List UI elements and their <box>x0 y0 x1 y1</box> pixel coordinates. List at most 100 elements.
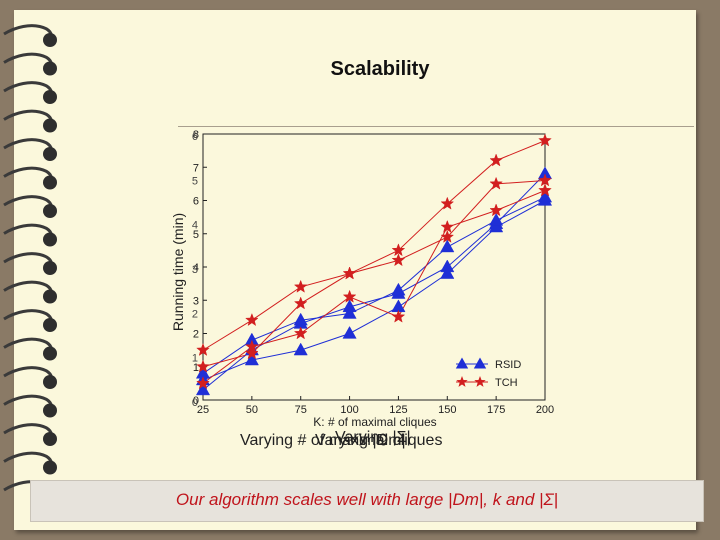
spiral-hole <box>43 346 57 361</box>
triangle-marker <box>244 352 259 366</box>
triangle-marker <box>391 282 406 296</box>
spiral-hole <box>43 289 57 304</box>
y-overlay-tick-label: 5 <box>192 175 198 187</box>
caption-dm: Varying |Dm| <box>315 432 406 449</box>
x-tick-label: 75 <box>295 404 307 416</box>
x-tick-label: 50 <box>246 404 258 416</box>
spiral-hole <box>43 33 57 47</box>
x-tick-label: 200 <box>536 404 554 416</box>
star-marker <box>245 312 259 327</box>
legend-star <box>474 376 486 387</box>
legend-star <box>456 376 468 387</box>
chart-markers <box>195 133 553 396</box>
spiral-hole <box>43 318 57 332</box>
chart-caption: Varying # of maximal cliques Varying |Dm… <box>240 429 443 450</box>
triangle-marker <box>440 266 455 279</box>
spiral-hole <box>43 61 57 76</box>
legend-label: TCH <box>495 377 518 389</box>
star-marker <box>440 229 455 243</box>
star-marker <box>196 376 210 390</box>
triangle-marker <box>195 382 211 396</box>
triangle-marker <box>440 239 455 253</box>
y-overlay-tick-label: 6 <box>192 131 198 143</box>
spiral-hole <box>43 261 57 275</box>
spiral-hole <box>43 90 57 104</box>
triangle-marker <box>293 312 308 326</box>
star-marker <box>245 346 259 360</box>
y-tick-label: 8 <box>193 129 199 141</box>
star-marker <box>489 153 503 167</box>
spiral-hole <box>43 403 57 418</box>
y-tick-label: 0 <box>193 395 199 407</box>
triangle-marker <box>293 342 308 356</box>
x-tick-label: 25 <box>197 404 209 416</box>
legend-triangle <box>455 357 469 369</box>
spiral-hole <box>43 147 57 161</box>
spiral-hole <box>43 460 57 475</box>
triangle-marker <box>489 212 504 226</box>
spiral-hole <box>43 118 57 133</box>
star-marker <box>293 326 308 340</box>
triangle-marker <box>342 306 357 319</box>
caption-sigma: Varying |Σ| <box>335 429 411 446</box>
y-tick-label: 6 <box>193 196 199 208</box>
y-overlay-tick-label: 3 <box>192 264 198 276</box>
triangle-marker <box>537 189 553 203</box>
star-marker <box>293 279 308 293</box>
star-marker <box>196 359 210 373</box>
y-tick-label: 3 <box>193 295 199 307</box>
star-marker <box>391 309 406 323</box>
y-overlay-tick-label: 1 <box>192 353 198 365</box>
star-marker <box>196 342 210 356</box>
star-marker <box>342 289 357 303</box>
spiral-hole <box>43 432 57 446</box>
y-tick-label: 4 <box>193 262 199 274</box>
triangle-marker <box>342 325 357 339</box>
triangle-marker <box>489 219 504 233</box>
star-marker <box>538 183 552 197</box>
spiral-hole <box>43 175 57 190</box>
x-tick-label: 125 <box>389 404 407 416</box>
series-line <box>202 200 546 381</box>
slide-title: Scalability <box>330 58 430 80</box>
star-marker <box>538 173 552 187</box>
y-tick-label: 2 <box>193 329 199 341</box>
star-marker <box>440 196 455 210</box>
footer-banner: Our algorithm scales well with large |Dm… <box>30 480 704 522</box>
spiral-hole <box>43 204 57 218</box>
spiral-hole <box>43 375 57 389</box>
series-line <box>202 180 546 368</box>
legend-triangle <box>473 357 487 369</box>
footer-text: Our algorithm scales well with large |Dm… <box>175 490 559 509</box>
y-axis-label: Running time (min) <box>170 213 186 331</box>
slide <box>14 10 696 530</box>
spiral-hole <box>43 232 57 247</box>
caption-cliques: Varying # of maximal cliques <box>240 432 443 449</box>
y-overlay-tick-label: 0 <box>192 397 198 409</box>
star-marker <box>342 266 357 280</box>
x-tick-label: 175 <box>487 404 505 416</box>
x-tick-label: 100 <box>340 404 358 416</box>
series-line <box>202 140 546 351</box>
title-divider <box>178 126 694 127</box>
star-marker <box>489 203 503 217</box>
y-overlay-tick-label: 4 <box>192 220 198 232</box>
star-marker <box>440 219 455 233</box>
y-overlay-tick-label: 2 <box>192 308 198 320</box>
y-tick-label: 7 <box>193 162 199 174</box>
y-tick-label: 1 <box>193 362 199 374</box>
series-line <box>202 196 546 374</box>
chart-series-lines <box>202 140 546 391</box>
chart-legend: RSID TCH <box>455 357 521 389</box>
star-marker <box>293 296 308 310</box>
star-marker <box>391 253 406 267</box>
star-marker <box>538 133 552 147</box>
star-marker <box>391 243 406 257</box>
y-tick-label: 5 <box>193 229 199 241</box>
x-axis-label: K: # of maximal cliques <box>313 415 436 429</box>
legend-label: RSID <box>495 359 521 371</box>
star-marker <box>489 176 503 190</box>
x-tick-label: 150 <box>438 404 456 416</box>
